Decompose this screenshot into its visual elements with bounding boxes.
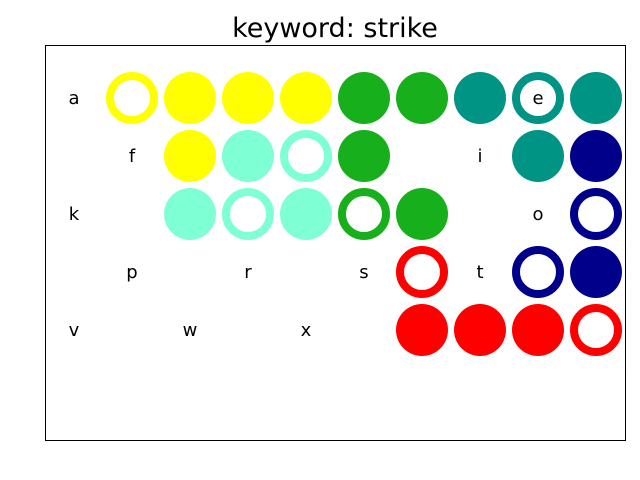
letter-r: r bbox=[244, 262, 252, 283]
red-filled-marker bbox=[396, 304, 448, 356]
aquamarine-ring-marker bbox=[222, 188, 274, 240]
yellow-filled-marker bbox=[222, 72, 274, 124]
navy-ring-marker bbox=[570, 188, 622, 240]
teal-filled-marker bbox=[454, 72, 506, 124]
green-filled-marker bbox=[338, 72, 390, 124]
letter-o: o bbox=[532, 204, 543, 225]
green-filled-marker bbox=[396, 188, 448, 240]
navy-ring-marker bbox=[512, 246, 564, 298]
letter-k: k bbox=[69, 204, 80, 225]
yellow-filled-marker bbox=[164, 72, 216, 124]
aquamarine-filled-marker bbox=[222, 130, 274, 182]
green-filled-marker bbox=[338, 130, 390, 182]
aquamarine-ring-marker bbox=[280, 130, 332, 182]
letter-f: f bbox=[129, 146, 136, 167]
navy-filled-marker bbox=[570, 130, 622, 182]
board-frame bbox=[45, 45, 626, 441]
teal-filled-marker bbox=[512, 130, 564, 182]
yellow-filled-marker bbox=[164, 130, 216, 182]
yellow-ring-marker bbox=[106, 72, 158, 124]
navy-filled-marker bbox=[570, 246, 622, 298]
aquamarine-filled-marker bbox=[280, 188, 332, 240]
board-title: keyword: strike bbox=[232, 13, 438, 44]
teal-ring-marker bbox=[512, 72, 564, 124]
letter-x: x bbox=[301, 320, 312, 341]
letter-a: a bbox=[68, 88, 79, 109]
yellow-filled-marker bbox=[280, 72, 332, 124]
board-cells: a e f i k o p r s t v w x bbox=[68, 72, 622, 356]
letter-p: p bbox=[126, 262, 137, 283]
red-ring-marker bbox=[570, 304, 622, 356]
letter-i: i bbox=[477, 146, 482, 167]
green-filled-marker bbox=[396, 72, 448, 124]
letter-s: s bbox=[359, 262, 368, 283]
letter-w: w bbox=[183, 320, 198, 341]
green-ring-marker bbox=[338, 188, 390, 240]
red-filled-marker bbox=[512, 304, 564, 356]
red-ring-marker bbox=[396, 246, 448, 298]
red-filled-marker bbox=[454, 304, 506, 356]
teal-filled-marker bbox=[570, 72, 622, 124]
aquamarine-filled-marker bbox=[164, 188, 216, 240]
letter-t: t bbox=[476, 262, 483, 283]
letter-v: v bbox=[69, 320, 80, 341]
letter-e: e bbox=[532, 88, 543, 109]
